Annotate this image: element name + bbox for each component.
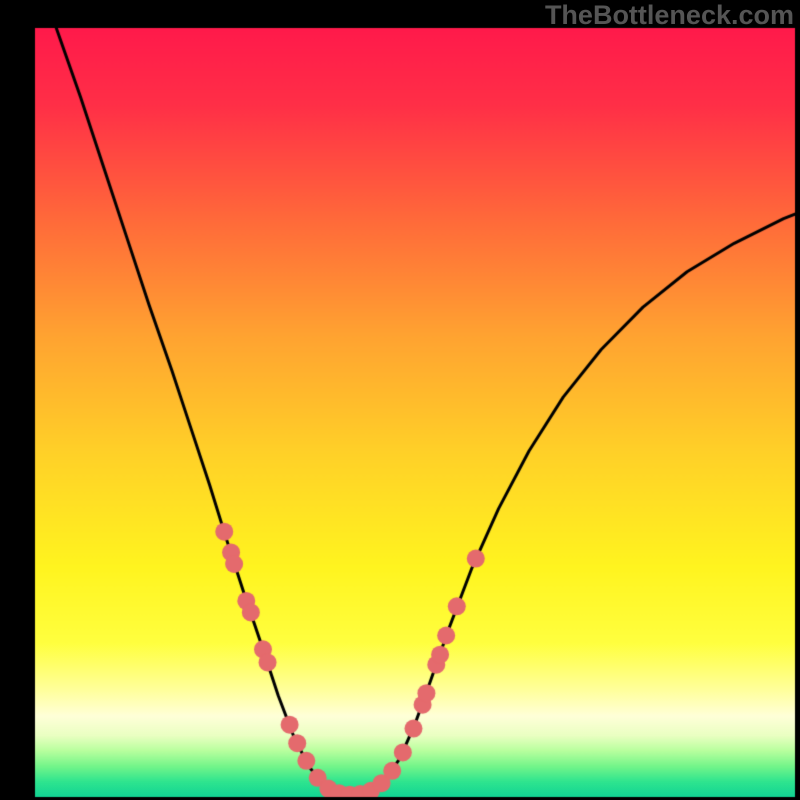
chart-container: TheBottleneck.com — [0, 0, 800, 800]
bottleneck-chart-canvas — [0, 0, 800, 800]
